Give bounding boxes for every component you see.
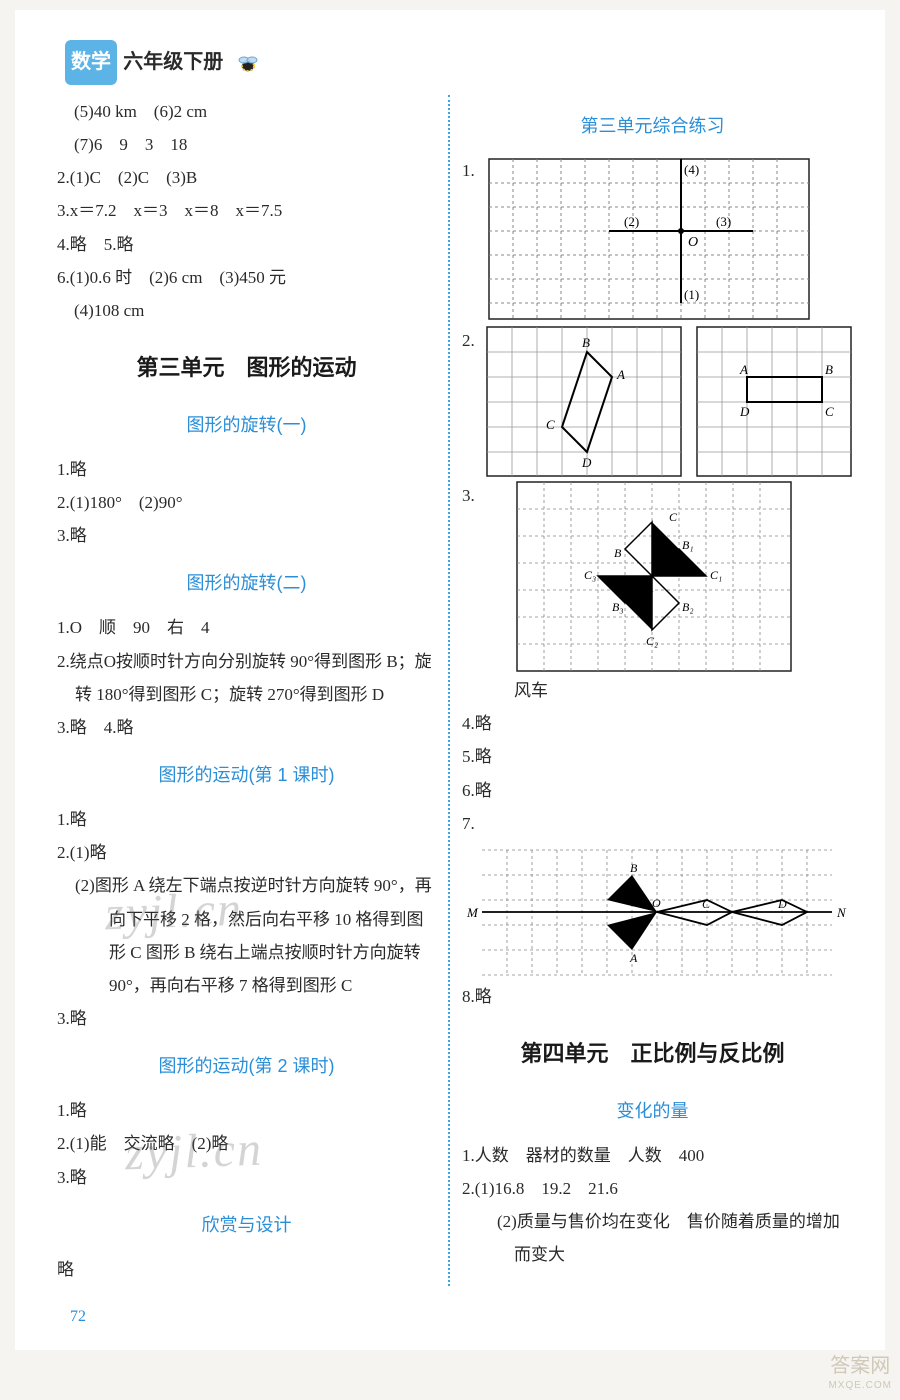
svg-text:B: B: [825, 362, 833, 377]
section-title: 图形的旋转(二): [57, 566, 436, 601]
left-column: (5)40 km (6)2 cm (7)6 9 3 18 2.(1)C (2)C…: [45, 95, 450, 1286]
answer-line: 3.略: [57, 1002, 436, 1035]
figure-1: O (4) (2) (3) (1): [484, 154, 814, 324]
answer-line: 2.(1)C (2)C (3)B: [57, 161, 436, 194]
corner-sub: MXQE.COM: [828, 1379, 892, 1392]
answer-line: 4.略: [462, 707, 843, 740]
question-row: 3.: [462, 479, 843, 707]
answer-line: 8.略: [462, 980, 843, 1013]
svg-text:B₂: B₂: [682, 600, 694, 614]
section-title: 图形的运动(第 1 课时): [57, 758, 436, 793]
section-title: 欣赏与设计: [57, 1208, 436, 1243]
svg-text:B: B: [630, 861, 638, 875]
answer-line: (2)图形 A 绕左下端点按逆时针方向旋转 90°，再向下平移 2 格，然后向右…: [57, 869, 436, 1002]
answer-line: 1.略: [57, 453, 436, 486]
unit-title: 第四单元 正比例与反比例: [462, 1033, 843, 1076]
svg-text:C₂: C₂: [646, 634, 658, 648]
q-number: 2.: [462, 324, 484, 479]
content-columns: (5)40 km (6)2 cm (7)6 9 3 18 2.(1)C (2)C…: [15, 95, 885, 1286]
answer-line: 略: [57, 1253, 436, 1286]
svg-text:A: A: [629, 951, 638, 965]
svg-text:D: D: [739, 404, 750, 419]
section-title: 图形的旋转(一): [57, 408, 436, 443]
svg-text:B₁: B₁: [682, 538, 694, 552]
figure-7-wrap: M N O B A C D: [462, 840, 843, 980]
figure-caption: 风车: [484, 674, 843, 707]
q-number: 1.: [462, 154, 484, 324]
right-column: 第三单元综合练习 1.: [450, 95, 855, 1286]
q-body: O (4) (2) (3) (1): [484, 154, 843, 324]
unit-title: 第三单元 图形的运动: [57, 347, 436, 390]
svg-text:D: D: [777, 897, 787, 911]
svg-text:C: C: [669, 510, 678, 524]
answer-line: 6.略: [462, 774, 843, 807]
answer-line: 5.略: [462, 740, 843, 773]
question-row: 2. B: [462, 324, 843, 479]
page-number: 72: [70, 1301, 86, 1332]
answer-line: 2.绕点O按顺时针方向分别旋转 90°得到图形 B；旋转 180°得到图形 C；…: [57, 645, 436, 711]
answer-line: 2.(1)能 交流略 (2)略: [57, 1127, 436, 1160]
answer-line: 7.: [462, 807, 843, 840]
subject-badge: 数学 六年级下册: [65, 40, 260, 85]
q-body: B A C D: [484, 324, 854, 479]
svg-text:O: O: [688, 235, 698, 250]
corner-main: 答案网: [828, 1353, 892, 1379]
badge-subject: 数学: [65, 40, 117, 85]
svg-text:M: M: [466, 905, 479, 920]
svg-text:B₃: B₃: [612, 600, 624, 614]
svg-text:C: C: [702, 897, 711, 911]
answer-line: (7)6 9 3 18: [57, 128, 436, 161]
page: 数学 六年级下册 (5)40 km (6)2 cm (7)6 9 3 18 2.…: [15, 10, 885, 1350]
q-body: A B B₁ B₂ B₃ C C₁ C₂ C₃ 风车: [484, 479, 843, 707]
svg-text:B: B: [582, 335, 590, 350]
svg-text:C: C: [546, 417, 555, 432]
answer-line: (5)40 km (6)2 cm: [57, 95, 436, 128]
svg-text:A: A: [739, 362, 748, 377]
badge-grade: 六年级下册: [123, 51, 223, 73]
svg-text:C₁: C₁: [710, 568, 722, 582]
answer-line: 3.略: [57, 519, 436, 552]
svg-text:N: N: [836, 905, 847, 920]
figure-2a: B A C D: [484, 324, 684, 479]
figure-2b: A B C D: [694, 324, 854, 479]
svg-text:B: B: [614, 546, 622, 560]
page-header: 数学 六年级下册: [15, 40, 885, 95]
section-title: 第三单元综合练习: [462, 109, 843, 144]
svg-text:(1): (1): [684, 287, 699, 302]
section-title: 图形的运动(第 2 课时): [57, 1049, 436, 1084]
q-number: 3.: [462, 479, 484, 707]
answer-line: 3.x＝7.2 x＝3 x＝8 x＝7.5: [57, 194, 436, 227]
answer-line: 2.(1)略: [57, 836, 436, 869]
answer-line: 1.略: [57, 803, 436, 836]
svg-text:(3): (3): [716, 214, 731, 229]
svg-text:(2): (2): [624, 214, 639, 229]
question-row: 1.: [462, 154, 843, 324]
answer-line: (2)质量与售价均在变化 售价随着质量的增加而变大: [462, 1205, 843, 1271]
svg-text:C: C: [825, 404, 834, 419]
answer-line: 3.略: [57, 1161, 436, 1194]
answer-line: 4.略 5.略: [57, 228, 436, 261]
corner-watermark: 答案网 MXQE.COM: [828, 1353, 892, 1392]
answer-line: 1.略: [57, 1094, 436, 1127]
answer-line: 3.略 4.略: [57, 711, 436, 744]
figure-3: A B B₁ B₂ B₃ C C₁ C₂ C₃: [514, 479, 794, 674]
svg-text:A: A: [616, 367, 625, 382]
svg-text:A: A: [645, 581, 654, 595]
section-title: 变化的量: [462, 1094, 843, 1129]
svg-text:O: O: [652, 896, 661, 910]
answer-line: 1.人数 器材的数量 人数 400: [462, 1139, 843, 1172]
svg-text:(4): (4): [684, 162, 699, 177]
svg-text:D: D: [581, 455, 592, 470]
answer-line: 2.(1)16.8 19.2 21.6: [462, 1172, 843, 1205]
bee-icon: [234, 52, 260, 74]
svg-text:C₃: C₃: [584, 568, 596, 582]
answer-line: 1.O 顺 90 右 4: [57, 611, 436, 644]
answer-line: 6.(1)0.6 时 (2)6 cm (3)450 元: [57, 261, 436, 294]
figure-7: M N O B A C D: [462, 840, 852, 980]
answer-line: (4)108 cm: [57, 294, 436, 327]
answer-line: 2.(1)180° (2)90°: [57, 486, 436, 519]
